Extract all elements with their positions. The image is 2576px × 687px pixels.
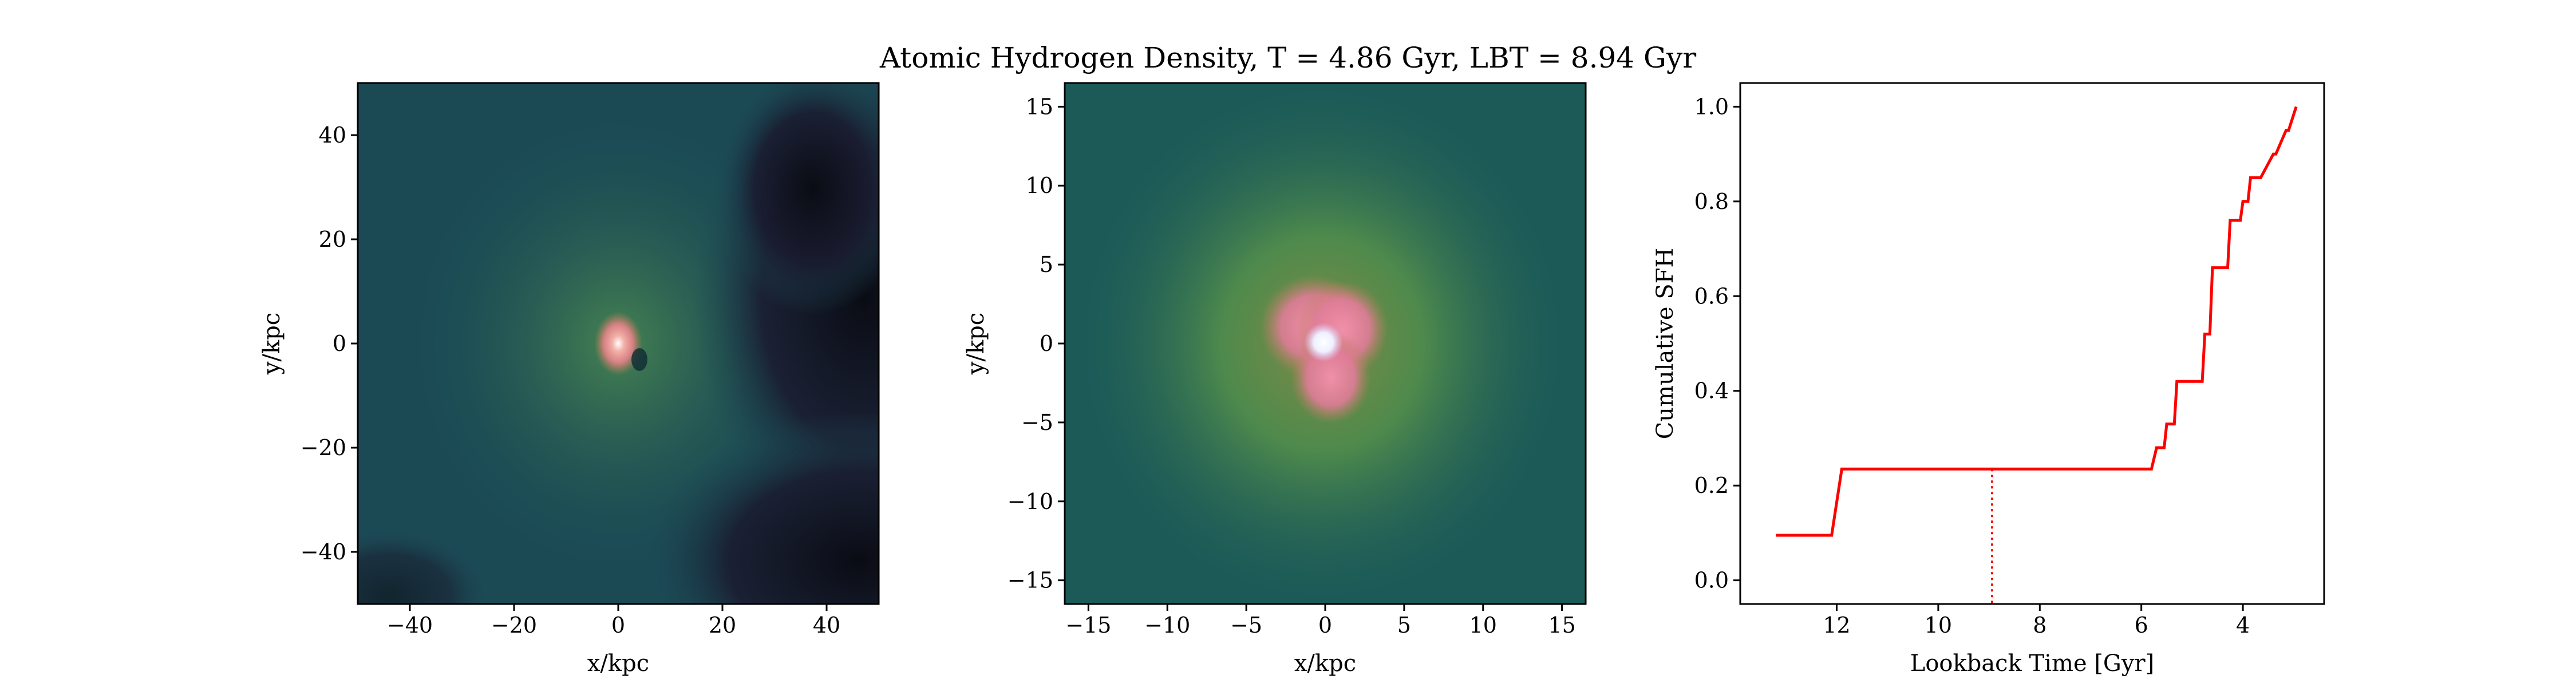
- panel-1-y-axis-label: y/kpc: [259, 313, 285, 375]
- y-tick-label: 20: [319, 227, 346, 252]
- y-tick-label: 40: [319, 123, 346, 148]
- panel-1-x-axis-label: x/kpc: [587, 650, 649, 677]
- x-tick-label: 0: [611, 613, 625, 638]
- x-tick-label: −40: [387, 613, 433, 638]
- y-tick-label: −10: [1008, 489, 1053, 514]
- y-tick-label: 0.2: [1694, 473, 1729, 498]
- panel-2-x-axis-label: x/kpc: [1294, 650, 1356, 677]
- panel-1-wide-map: −40 −20 0 20 40 −40 −20 0 20 40 x/kpc y/kpc: [259, 82, 880, 677]
- panel-1-y-ticks: −40 −20 0 20 40: [301, 123, 358, 564]
- x-tick-label: 5: [1397, 613, 1411, 638]
- y-tick-label: −40: [301, 539, 346, 564]
- y-tick-label: −20: [301, 435, 346, 460]
- y-tick-label: 0.0: [1694, 568, 1729, 593]
- panel-1-x-ticks: −40 −20 0 20 40: [387, 604, 840, 638]
- panel-3-y-axis-label: Cumulative SFH: [1652, 248, 1678, 440]
- x-tick-label: 10: [1469, 613, 1497, 638]
- y-tick-label: 0.8: [1694, 189, 1729, 214]
- x-tick-label: 15: [1548, 613, 1575, 638]
- y-tick-label: −15: [1008, 568, 1053, 593]
- panel-1-image: [358, 83, 879, 604]
- y-tick-label: 0: [1040, 331, 1053, 356]
- panel-2-x-ticks: −15 −10 −5 0 5 10 15: [1065, 604, 1576, 638]
- panel-3-cumulative-sfh: 12 10 8 6 4 0.0 0.2 0.4 0.6 0.8 1.0 Lookback Time…: [1652, 82, 2325, 677]
- y-tick-label: 0: [333, 331, 346, 356]
- y-tick-label: 5: [1040, 252, 1053, 277]
- y-tick-label: 1.0: [1694, 94, 1729, 119]
- x-tick-label: 10: [1925, 613, 1952, 638]
- x-tick-label: 40: [813, 613, 840, 638]
- panel-3-frame: [1739, 82, 2325, 605]
- sfh-line: [1776, 106, 2298, 537]
- x-tick-label: 0: [1318, 613, 1332, 638]
- panel-3-x-ticks: 12 10 8 6 4: [1823, 604, 2250, 638]
- x-tick-label: 6: [2135, 613, 2148, 638]
- panel-2-image: [1065, 83, 1586, 604]
- panel-3-series: [1776, 106, 2298, 604]
- x-tick-label: 20: [709, 613, 736, 638]
- x-tick-label: −15: [1065, 613, 1111, 638]
- panel-3-x-axis-label: Lookback Time [Gyr]: [1910, 650, 2154, 677]
- panel-3-y-ticks: 0.0 0.2 0.4 0.6 0.8 1.0: [1694, 94, 1740, 593]
- panel-2-zoom-map: −15 −10 −5 0 5 10 15 −15 −10 −5 0 5 10 15 x/kpc y/kp…: [963, 82, 1587, 677]
- y-tick-label: 0.6: [1694, 283, 1729, 309]
- x-tick-label: 4: [2236, 613, 2250, 638]
- x-tick-label: −20: [491, 613, 537, 638]
- y-tick-label: 15: [1026, 94, 1053, 119]
- x-tick-label: −10: [1144, 613, 1190, 638]
- y-tick-label: 0.4: [1694, 378, 1729, 404]
- y-tick-label: −5: [1021, 410, 1053, 435]
- x-tick-label: 8: [2033, 613, 2046, 638]
- x-tick-label: 12: [1823, 613, 1850, 638]
- x-tick-label: −5: [1230, 613, 1262, 638]
- y-tick-label: 10: [1026, 173, 1053, 198]
- panel-2-y-axis-label: y/kpc: [963, 313, 989, 375]
- figure-title: Atomic Hydrogen Density, T = 4.86 Gyr, L…: [879, 41, 1696, 74]
- panel-2-y-ticks: −15 −10 −5 0 5 10 15: [1008, 94, 1065, 593]
